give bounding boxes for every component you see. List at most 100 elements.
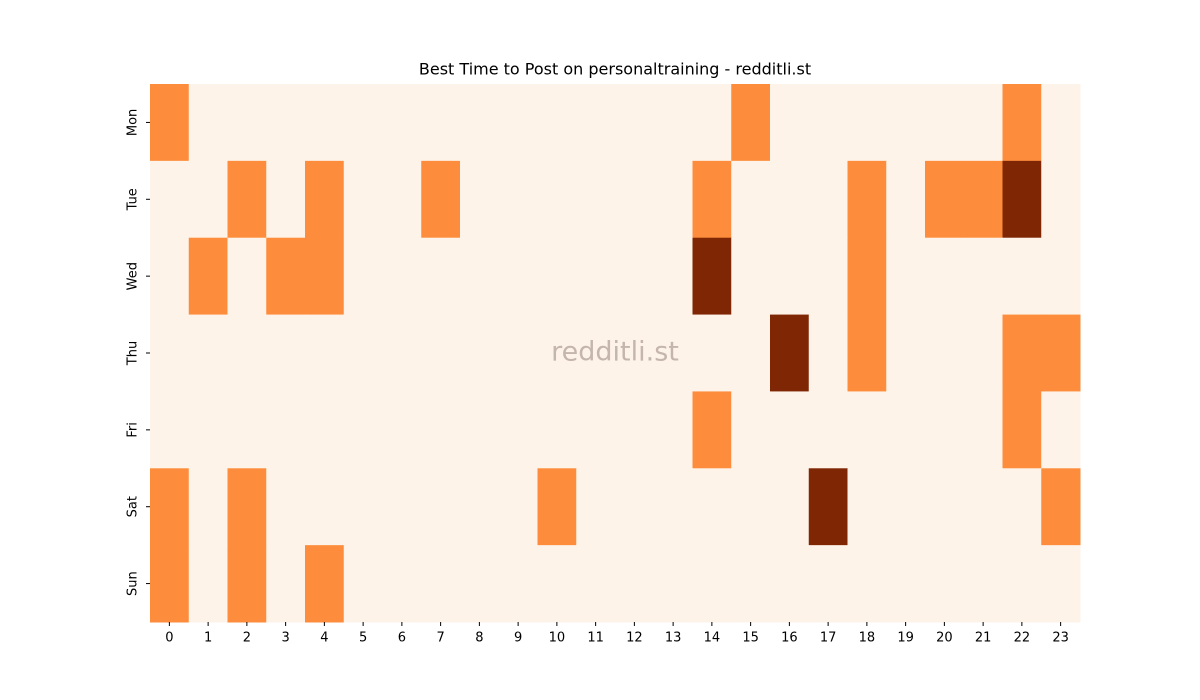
heatmap-cell <box>1041 160 1081 239</box>
heatmap-cell <box>343 237 383 316</box>
heatmap-cell <box>731 314 771 392</box>
heatmap-cell <box>1002 545 1042 623</box>
heatmap-cell <box>615 468 655 546</box>
y-tick-label: Sun <box>126 571 141 596</box>
heatmap-cell <box>382 84 422 162</box>
x-tick-label: 5 <box>359 631 367 646</box>
heatmap-cell <box>227 391 267 469</box>
heatmap-cell <box>305 545 345 623</box>
heatmap-cell <box>188 160 228 239</box>
heatmap-cell <box>925 468 965 546</box>
heatmap-cell <box>537 237 577 316</box>
heatmap-cell <box>692 84 732 162</box>
heatmap-cell <box>576 391 616 469</box>
heatmap-cell <box>847 237 887 316</box>
heatmap-cell <box>343 160 383 239</box>
x-tick-label: 9 <box>514 631 522 646</box>
heatmap-cell <box>1041 237 1081 316</box>
y-tick-label: Fri <box>126 422 141 438</box>
heatmap-cell <box>537 314 577 392</box>
heatmap-cell <box>808 391 848 469</box>
heatmap-cell <box>1041 391 1081 469</box>
heatmap-cell <box>343 391 383 469</box>
heatmap-cell <box>925 84 965 162</box>
heatmap-cell <box>963 84 1003 162</box>
x-tick-label: 18 <box>859 631 876 646</box>
heatmap-cell <box>382 160 422 239</box>
heatmap-cell <box>615 545 655 623</box>
heatmap-cell <box>421 237 461 316</box>
heatmap-cell <box>266 84 306 162</box>
watermark: redditli.st <box>551 337 679 368</box>
heatmap-cell <box>615 160 655 239</box>
heatmap-cell <box>460 237 500 316</box>
heatmap-cell <box>1002 237 1042 316</box>
heatmap-cell <box>692 545 732 623</box>
heatmap-cell <box>847 468 887 546</box>
heatmap-cell <box>305 160 345 239</box>
heatmap-cell <box>150 545 190 623</box>
x-tick-label: 10 <box>549 631 566 646</box>
heatmap-cell <box>925 545 965 623</box>
heatmap-cell <box>421 84 461 162</box>
heatmap-cell <box>343 84 383 162</box>
heatmap-cell <box>305 84 345 162</box>
heatmap-cell <box>150 160 190 239</box>
x-tick-label: 2 <box>243 631 251 646</box>
heatmap-cell <box>1002 391 1042 469</box>
chart-title: Best Time to Post on personaltraining - … <box>419 60 811 79</box>
heatmap-cell <box>770 468 810 546</box>
heatmap-cell <box>963 237 1003 316</box>
heatmap-cell <box>382 468 422 546</box>
heatmap-cell <box>343 314 383 392</box>
heatmap-cell <box>460 314 500 392</box>
heatmap-cell <box>227 160 267 239</box>
heatmap-cell <box>653 160 693 239</box>
heatmap-cell <box>498 545 538 623</box>
heatmap-cell <box>615 84 655 162</box>
heatmap-cell <box>886 160 926 239</box>
x-tick-label: 12 <box>626 631 643 646</box>
heatmap-cell <box>266 391 306 469</box>
heatmap-cell <box>305 468 345 546</box>
heatmap-cell <box>460 160 500 239</box>
x-tick-label: 15 <box>742 631 759 646</box>
x-tick-label: 21 <box>975 631 992 646</box>
x-tick-label: 1 <box>204 631 212 646</box>
heatmap-cell <box>266 160 306 239</box>
heatmap-cell <box>305 391 345 469</box>
heatmap-cell <box>770 391 810 469</box>
heatmap-cell <box>305 314 345 392</box>
heatmap-cell <box>1041 84 1081 162</box>
heatmap-cell <box>770 545 810 623</box>
heatmap-cell <box>460 391 500 469</box>
heatmap-cell <box>808 545 848 623</box>
heatmap-cell <box>227 468 267 546</box>
heatmap-cell <box>227 545 267 623</box>
heatmap-cell <box>1041 314 1081 392</box>
x-tick-label: 16 <box>781 631 798 646</box>
y-tick-label: Thu <box>126 341 141 366</box>
x-tick-label: 19 <box>897 631 914 646</box>
heatmap-cell <box>266 314 306 392</box>
x-tick-label: 7 <box>436 631 444 646</box>
heatmap-cell <box>653 314 693 392</box>
heatmap-cell <box>886 314 926 392</box>
heatmap-cell <box>963 160 1003 239</box>
x-tick-label: 3 <box>281 631 289 646</box>
y-tick-label: Wed <box>126 262 141 290</box>
heatmap-cell <box>1002 84 1042 162</box>
heatmap-cell <box>537 545 577 623</box>
heatmap-cell <box>847 314 887 392</box>
heatmap-cell <box>498 468 538 546</box>
heatmap-cell <box>692 391 732 469</box>
y-tick-label: Tue <box>126 188 141 211</box>
heatmap-cell <box>925 160 965 239</box>
heatmap-cell <box>150 84 190 162</box>
heatmap-cell <box>886 237 926 316</box>
heatmap-cell <box>227 84 267 162</box>
heatmap-cell <box>343 545 383 623</box>
heatmap-cell <box>188 237 228 316</box>
x-tick-label: 6 <box>398 631 406 646</box>
